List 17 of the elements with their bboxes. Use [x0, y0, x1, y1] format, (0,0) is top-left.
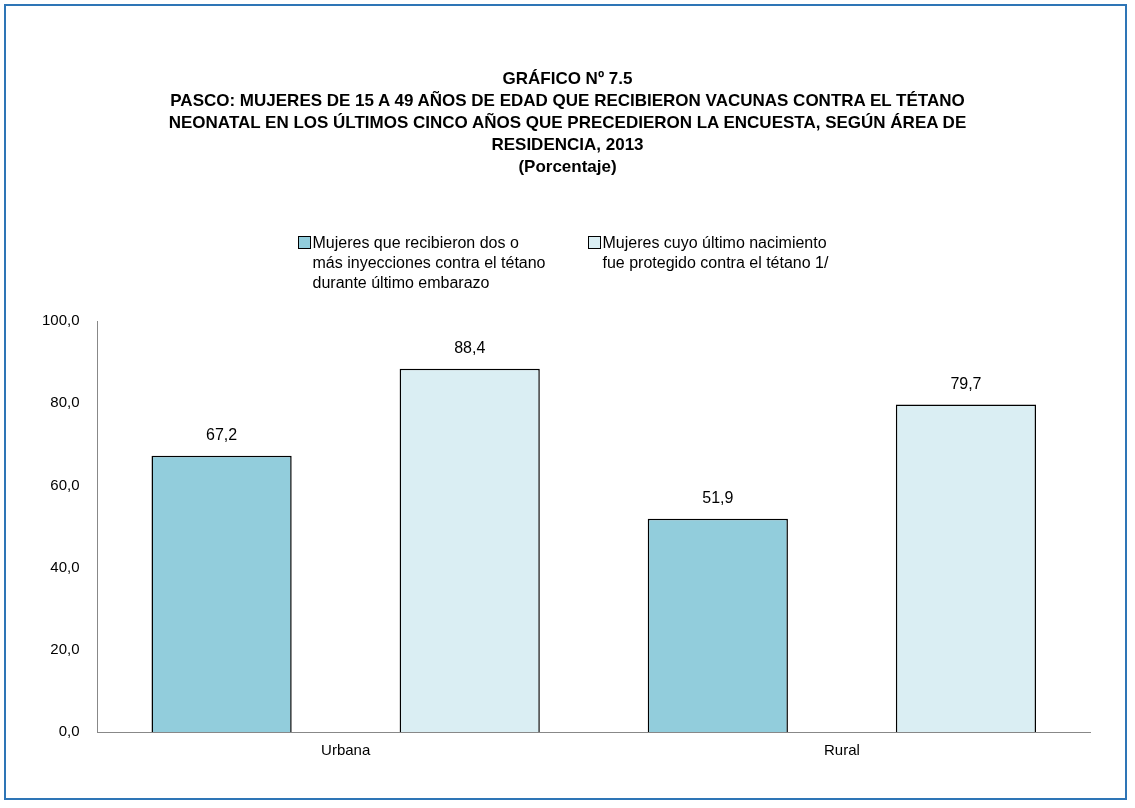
y-tick-label: 20,0 — [50, 639, 80, 657]
data-label: 79,7 — [950, 374, 982, 392]
chart-title: GRÁFICO Nº 7.5 — [501, 68, 634, 90]
legend-label: Mujeres cuyo último nacimiento fue protegido contra el tétano 1/ — [602, 233, 830, 273]
y-tick-label: 100,0 — [41, 311, 80, 329]
data-label: 51,9 — [702, 489, 734, 507]
data-label: 88,4 — [454, 339, 486, 357]
x-tick-label: Rural — [823, 741, 860, 759]
chart-subtitle: PASCO: MUJERES DE 15 A 49 AÑOS DE EDAD QUE RECIBIERON VACUNAS CONTRA EL TÉTANO NEONATAL EN LOS ÚLTIMOS CINCO AÑOS QUE PRECEDIERON LA ENCUESTA, SEGÚN ÁREA DE RESIDENCIA, 2013 — [167, 90, 968, 156]
data-label: 67,2 — [206, 426, 238, 444]
text: (Porcentaje) — [517, 156, 618, 178]
y-tick-label: 40,0 — [50, 557, 80, 575]
y-tick-label: 0,0 — [58, 722, 80, 740]
y-tick-label: 60,0 — [50, 475, 80, 493]
legend-label: Mujeres que recibieron dos o más inyecciones contra el tétano durante último embarazo — [312, 233, 547, 293]
y-tick-label: 80,0 — [50, 393, 80, 411]
x-tick-label: Urbana — [321, 741, 371, 759]
